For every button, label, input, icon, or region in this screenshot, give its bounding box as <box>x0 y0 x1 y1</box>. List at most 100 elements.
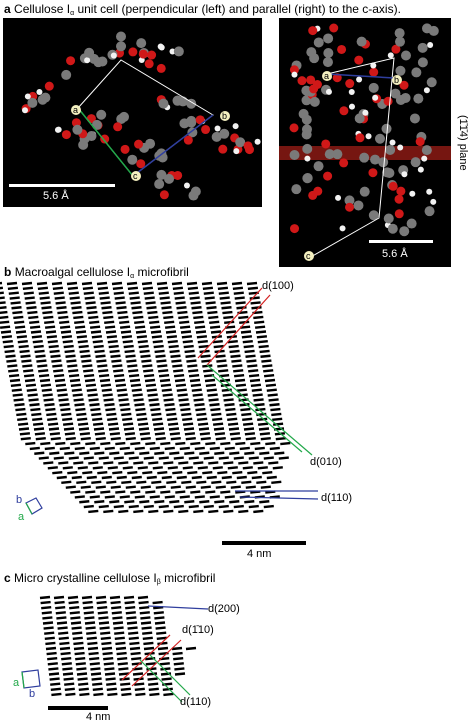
atom <box>173 170 183 180</box>
chain-segment <box>64 451 75 455</box>
chain-segment <box>3 344 14 349</box>
chain-segment <box>246 281 258 286</box>
chain-segment <box>120 682 131 686</box>
chain-segment <box>48 427 60 431</box>
chain-segment <box>230 354 241 358</box>
chain-segment <box>188 504 199 509</box>
chain-segment <box>147 393 158 397</box>
chain-segment <box>48 667 59 671</box>
atom <box>211 131 222 142</box>
chain-segment <box>262 470 273 475</box>
chain-segment <box>139 500 150 504</box>
chain-segment <box>65 437 76 441</box>
chain-segment <box>14 320 25 324</box>
chain-segment <box>89 320 100 324</box>
chain-segment <box>253 315 264 320</box>
chain-segment <box>149 320 160 324</box>
chain-segment <box>73 315 84 320</box>
chain-segment <box>90 672 102 676</box>
chain-segment <box>29 320 40 324</box>
chain-segment <box>83 291 94 295</box>
chain-segment <box>15 407 26 412</box>
chain-segment <box>182 417 193 421</box>
chain-segment <box>224 446 235 451</box>
panel-b-caption-post: microfibril <box>134 265 189 279</box>
chain-segment <box>229 349 240 354</box>
chain-segment <box>22 286 34 291</box>
chain-segment <box>180 330 192 334</box>
chain-segment <box>181 480 192 485</box>
chain-segment <box>76 667 87 671</box>
chain-segment <box>126 281 138 286</box>
chain-segment <box>176 388 187 392</box>
chain-segment <box>100 383 112 388</box>
chain-segment <box>103 657 114 661</box>
chain-segment <box>112 286 124 291</box>
chain-segment <box>112 470 123 475</box>
chain-segment <box>124 600 135 605</box>
chain-segment <box>122 417 133 421</box>
chain-segment <box>37 364 48 368</box>
chain-segment <box>134 682 145 686</box>
chain-segment <box>121 692 132 697</box>
chain-segment <box>112 621 124 625</box>
chain-segment <box>52 286 64 291</box>
chain-segment <box>263 373 275 378</box>
atom <box>93 57 104 68</box>
chain-segment <box>159 662 170 666</box>
atom <box>406 218 417 229</box>
chain-segment <box>188 373 200 378</box>
panel-a-caption: a Cellulose Iα unit cell (perpendicular … <box>4 2 401 17</box>
chain-segment <box>45 641 56 646</box>
chain-segment <box>82 600 93 605</box>
chain-segment <box>0 325 11 329</box>
chain-segment <box>112 364 123 368</box>
chain-segment <box>89 446 100 451</box>
chain-segment <box>235 490 246 494</box>
chain-segment <box>157 364 168 368</box>
chain-segment <box>248 456 259 460</box>
chain-segment <box>129 378 141 383</box>
chain-segment <box>159 657 170 661</box>
chain-segment <box>122 422 134 426</box>
chain-segment <box>190 490 201 494</box>
chain-segment <box>84 296 95 300</box>
chain-segment <box>274 451 285 455</box>
chain-segment <box>257 422 269 426</box>
chain-segment <box>55 611 66 615</box>
chain-segment <box>257 417 268 421</box>
chain-segment <box>171 281 183 286</box>
chain-segment <box>78 344 89 349</box>
chain-segment <box>70 441 81 446</box>
atom <box>421 145 432 156</box>
chain-segment <box>21 281 33 286</box>
chain-segment <box>141 626 152 630</box>
chain-segment <box>59 641 70 646</box>
chain-segment <box>193 461 204 465</box>
panel-c-caption-sub: β <box>156 579 161 586</box>
chain-segment <box>196 412 207 417</box>
chain-segment <box>264 378 276 383</box>
chain-segment <box>239 446 250 451</box>
chain-segment <box>16 412 27 417</box>
atom-label: b <box>222 111 227 121</box>
atom <box>306 47 317 58</box>
chain-segment <box>117 657 128 661</box>
chain-segment <box>280 441 291 446</box>
atom <box>329 23 339 33</box>
chain-segment <box>115 301 126 305</box>
chain-segment <box>89 325 101 329</box>
chain-segment <box>256 335 268 339</box>
chain-segment <box>118 509 129 514</box>
chain-segment <box>95 485 106 489</box>
atom-label: a <box>324 71 329 81</box>
chain-segment <box>37 286 49 291</box>
chain-segment <box>223 509 234 514</box>
chain-segment <box>44 631 55 635</box>
chain-segment <box>72 636 83 640</box>
chain-segment <box>160 672 172 676</box>
atom <box>426 188 433 195</box>
chain-segment <box>64 687 75 691</box>
atom <box>156 169 167 180</box>
chain-segment <box>154 432 166 436</box>
